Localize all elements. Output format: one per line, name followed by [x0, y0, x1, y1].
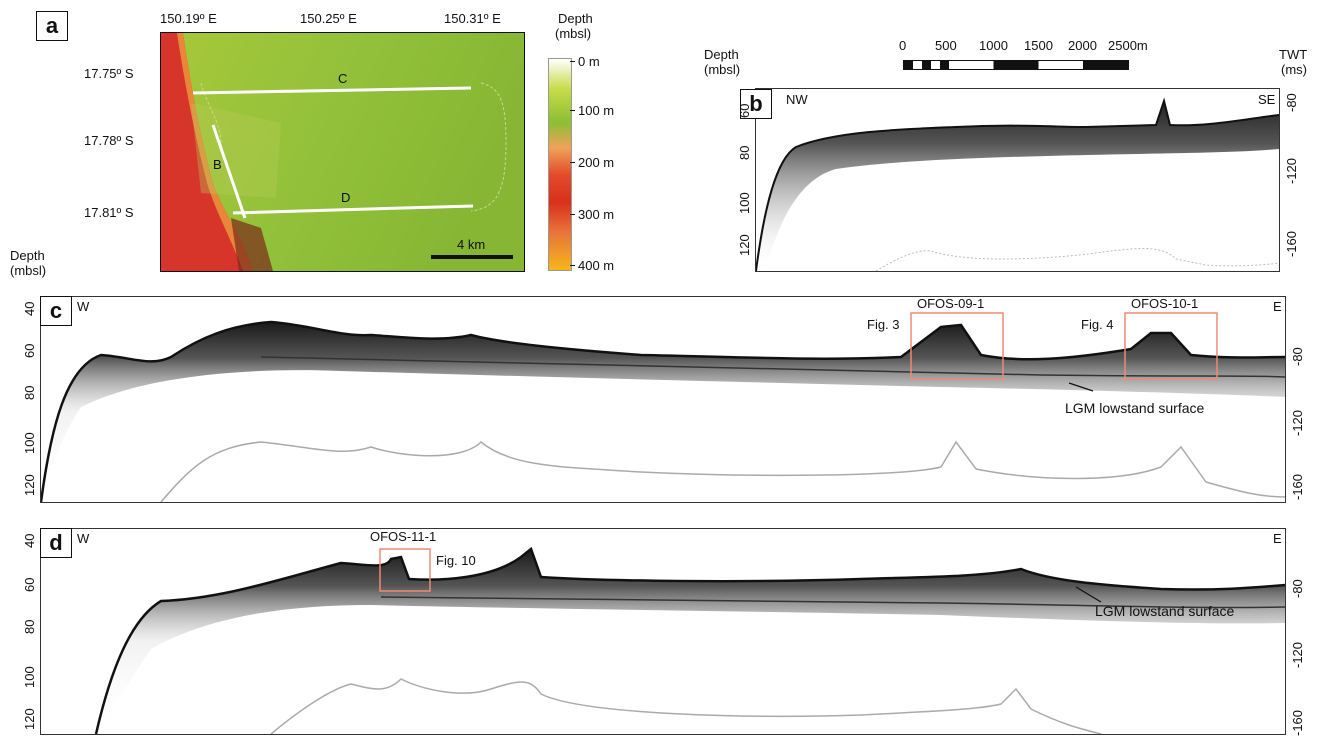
- colorbar-label-4: 300 m: [578, 207, 615, 222]
- panel-c-depth-title-2: (mbsl): [10, 263, 47, 278]
- profile-c-svg: [41, 312, 1285, 502]
- panel-d-twt-tick-80: -80: [1290, 579, 1305, 598]
- profile-d-svg: [94, 546, 1285, 734]
- colorbar-tick-1: [570, 61, 575, 62]
- scale-label-1000: 1000: [979, 38, 1008, 53]
- profile-b-right-dir: SE: [1258, 92, 1276, 107]
- lon-label-1: 150.19º E: [160, 11, 217, 26]
- depth-colorbar: [548, 58, 572, 271]
- panel-b-twt-title-1: TWT: [1279, 47, 1308, 62]
- transect-b-label: B: [213, 157, 222, 172]
- profile-c-box1-fig: Fig. 3: [867, 317, 900, 332]
- panel-b-depth-tick-100: 100: [737, 192, 752, 214]
- panel-c-depth-tick-40: 40: [22, 301, 37, 316]
- panel-c-label: c: [40, 296, 72, 326]
- panel-b-twt-tick-160: -160: [1284, 230, 1299, 257]
- scale-label-0: 0: [899, 38, 907, 53]
- profile-d-left-dir: W: [77, 531, 90, 546]
- colorbar-label-5: 400 m: [578, 258, 615, 273]
- profile-d-box1-fig: Fig. 10: [436, 553, 476, 568]
- colorbar-tick-4: [570, 214, 575, 215]
- panel-c-depth-tick-100: 100: [22, 432, 37, 454]
- panel-d-depth-tick-120: 120: [22, 708, 37, 730]
- profile-d-annotation: LGM lowstand surface: [1095, 603, 1235, 619]
- lat-label-1: 17.75º S: [84, 66, 134, 81]
- profile-c-box2-station: OFOS-10-1: [1131, 296, 1199, 311]
- lat-label-2: 17.78º S: [84, 133, 134, 148]
- scale-label-500: 500: [935, 38, 957, 53]
- lat-label-3: 17.81º S: [84, 205, 134, 220]
- panel-c-depth-tick-60: 60: [22, 343, 37, 358]
- profile-c-box1-station: OFOS-09-1: [917, 296, 985, 311]
- panel-b-depth-title-1: Depth: [704, 47, 739, 62]
- panel-c-depth-tick-120: 120: [22, 474, 37, 496]
- profile-b-left-dir: NW: [786, 92, 808, 107]
- colorbar-tick-5: [570, 265, 575, 266]
- map-scalebar-label: 4 km: [457, 237, 486, 252]
- profile-c-annotation: LGM lowstand surface: [1065, 400, 1205, 416]
- panel-c-twt-tick-160: -160: [1290, 473, 1305, 500]
- panel-b-twt-tick-80: -80: [1284, 93, 1299, 112]
- panel-b-twt-tick-120: -120: [1284, 157, 1299, 184]
- colorbar-label-2: 100 m: [578, 103, 615, 118]
- profile-c: W E Fig. 3 Fig. 4 LGM lowstand surface: [40, 296, 1286, 503]
- bathymetry-map: C B D 4 km: [160, 32, 525, 272]
- transect-d-label: D: [341, 190, 351, 205]
- panel-d-depth-tick-60: 60: [22, 577, 37, 592]
- scale-label-2500: 2500m: [1108, 38, 1148, 53]
- panel-c-depth-tick-80: 80: [22, 385, 37, 400]
- profile-c-left-dir: W: [77, 299, 90, 314]
- lon-label-2: 150.25º E: [300, 11, 357, 26]
- panel-d-depth-tick-40: 40: [22, 533, 37, 548]
- panel-c-twt-tick-80: -80: [1290, 347, 1305, 366]
- lon-label-3: 150.31º E: [444, 11, 501, 26]
- profile-b-svg: [756, 97, 1279, 271]
- scale-label-1500: 1500: [1024, 38, 1053, 53]
- profile-d: W E Fig. 10 LGM lowstand surface: [40, 528, 1286, 735]
- panel-c-twt-tick-120: -120: [1290, 409, 1305, 436]
- profile-d-right-dir: E: [1273, 531, 1282, 546]
- panel-b-twt-title-2: (ms): [1281, 62, 1307, 77]
- colorbar-title-1: Depth: [558, 11, 593, 26]
- panel-d-depth-tick-100: 100: [22, 666, 37, 688]
- profile-c-box2-fig: Fig. 4: [1081, 317, 1114, 332]
- colorbar-label-1: 0 m: [578, 54, 600, 69]
- profile-c-right-dir: E: [1273, 299, 1282, 314]
- colorbar-tick-2: [570, 110, 575, 111]
- panel-d-depth-tick-80: 80: [22, 619, 37, 634]
- panel-a-label: a: [36, 11, 68, 41]
- bathymetry-map-svg: [161, 33, 524, 271]
- panel-b-depth-tick-80: 80: [737, 145, 752, 160]
- profile-d-box1-station: OFOS-11-1: [370, 529, 437, 544]
- colorbar-tick-3: [570, 162, 575, 163]
- colorbar-label-3: 200 m: [578, 155, 615, 170]
- panel-d-twt-tick-120: -120: [1290, 641, 1305, 668]
- scale-label-2000: 2000: [1068, 38, 1097, 53]
- transect-c-label: C: [338, 71, 348, 86]
- panel-d-twt-tick-160: -160: [1290, 709, 1305, 736]
- panel-c-depth-title-1: Depth: [10, 248, 45, 263]
- colorbar-title-2: (mbsl): [555, 26, 592, 41]
- profile-b: NW SE: [755, 88, 1280, 272]
- panel-d-label: d: [40, 528, 72, 558]
- panel-b-depth-tick-120: 120: [737, 234, 752, 256]
- panel-b-depth-title-2: (mbsl): [704, 62, 741, 77]
- panel-b-depth-tick-60: 60: [737, 103, 752, 118]
- distance-scalebar: [903, 60, 1129, 70]
- panel-b-label: b: [740, 89, 772, 119]
